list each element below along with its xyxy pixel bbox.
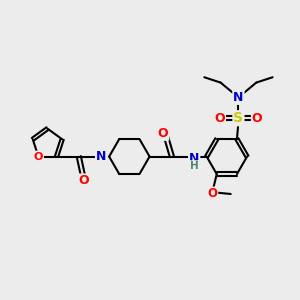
Text: N: N	[189, 152, 199, 164]
Text: O: O	[78, 174, 88, 188]
Text: O: O	[252, 112, 262, 125]
Text: N: N	[233, 91, 244, 104]
Text: S: S	[233, 111, 243, 125]
Text: O: O	[34, 152, 43, 162]
Text: O: O	[158, 127, 168, 140]
Text: O: O	[207, 188, 217, 200]
Text: N: N	[96, 150, 106, 163]
Text: O: O	[214, 112, 225, 125]
Text: H: H	[190, 161, 199, 171]
